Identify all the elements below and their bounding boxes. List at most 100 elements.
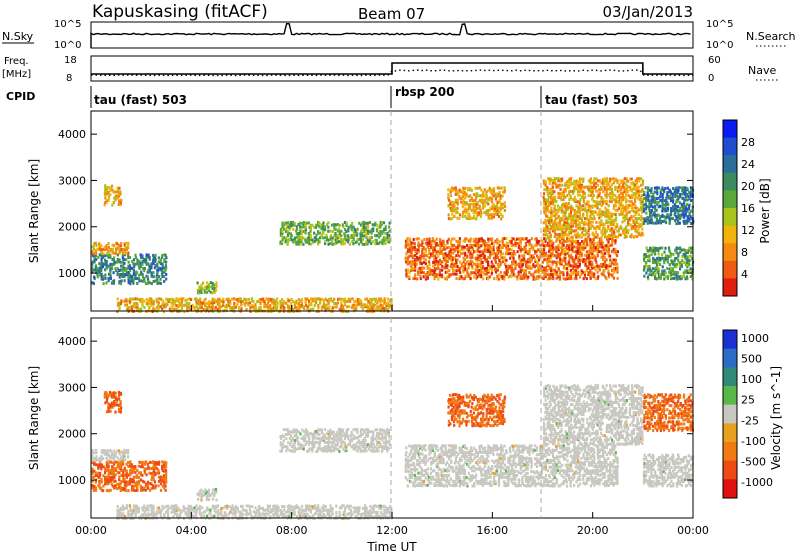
heatmap-cell [138, 479, 141, 483]
colorbar-swatch [723, 225, 737, 244]
heatmap-cell [638, 216, 641, 220]
heatmap-cell [141, 473, 144, 477]
heatmap-cell [560, 210, 563, 214]
heatmap-cell [456, 265, 459, 268]
heatmap-cell [589, 273, 592, 277]
heatmap-cell [657, 271, 660, 275]
heatmap-cell [549, 273, 552, 277]
heatmap-cell [668, 270, 671, 274]
heatmap-cell [661, 201, 664, 205]
heatmap-cell [616, 186, 619, 190]
heatmap-cell [544, 181, 548, 185]
heatmap-cell [138, 266, 141, 270]
heatmap-cell [94, 249, 97, 253]
heatmap-cell [663, 277, 666, 281]
heatmap-cell [160, 255, 164, 259]
heatmap-cell [112, 471, 115, 475]
heatmap-cell [469, 256, 472, 260]
heatmap-cell [611, 237, 614, 241]
heatmap-cell [665, 202, 668, 206]
heatmap-cell [114, 398, 117, 401]
heatmap-cell [566, 186, 569, 190]
heatmap-cell [196, 281, 199, 285]
heatmap-cell [467, 208, 470, 212]
heatmap-cell [469, 237, 472, 241]
heatmap-cell [500, 217, 503, 221]
heatmap-cell [150, 478, 153, 482]
heatmap-cell [548, 227, 551, 231]
heatmap-cell [593, 241, 596, 245]
heatmap-cell [95, 251, 98, 255]
heatmap-cell [227, 299, 230, 303]
heatmap-cell [580, 248, 583, 252]
heatmap-cell [681, 189, 684, 192]
heatmap-cell [322, 303, 325, 307]
heatmap-cell [475, 266, 478, 270]
heatmap-cell [454, 207, 457, 211]
heatmap-cell [565, 183, 568, 187]
heatmap-cell [573, 239, 576, 243]
heatmap-cell [560, 227, 563, 231]
heatmap-cell [575, 266, 578, 270]
heatmap-cell [496, 268, 499, 272]
heatmap-cell [646, 221, 649, 225]
heatmap-cell [552, 189, 555, 193]
heatmap-cell [529, 260, 532, 264]
heatmap-cell [175, 297, 178, 301]
heatmap-cell [589, 220, 592, 224]
heatmap-cell [370, 242, 373, 245]
heatmap-cell [629, 235, 632, 238]
heatmap-cell [125, 298, 128, 301]
heatmap-cell [607, 272, 611, 276]
heatmap-cell [559, 227, 562, 231]
heatmap-cell [522, 272, 526, 276]
heatmap-cell [480, 273, 483, 277]
heatmap-cell [503, 277, 506, 281]
heatmap-cell [573, 221, 576, 225]
heatmap-cell [304, 303, 308, 307]
heatmap-cell [632, 220, 635, 224]
heatmap-cell [113, 452, 116, 456]
heatmap-cell [472, 211, 475, 214]
heatmap-cell [157, 484, 160, 488]
heatmap-cell [240, 300, 243, 304]
heatmap-cell [690, 270, 693, 274]
heatmap-cell [354, 299, 357, 303]
heatmap-cell [313, 231, 316, 235]
heatmap-cell [183, 304, 186, 307]
heatmap-cell [574, 182, 577, 185]
heatmap-cell [346, 305, 349, 309]
heatmap-cell [439, 275, 442, 279]
heatmap-cell [612, 181, 615, 185]
heatmap-cell [600, 187, 603, 191]
heatmap-cell [600, 212, 603, 216]
heatmap-cell [118, 260, 121, 264]
heatmap-cell [380, 240, 383, 244]
heatmap-cell [615, 266, 618, 270]
heatmap-cell [548, 237, 551, 241]
heatmap-cell [157, 266, 160, 270]
heatmap-cell [630, 227, 633, 231]
heatmap-cell [111, 188, 114, 192]
heatmap-cell [586, 265, 589, 269]
heatmap-cell [445, 277, 448, 281]
heatmap-cell [568, 273, 571, 277]
heatmap-cell [207, 289, 210, 292]
heatmap-cell [150, 303, 153, 307]
heatmap-cell [573, 208, 576, 212]
heatmap-cell [408, 247, 411, 251]
heatmap-cell [123, 266, 126, 270]
heatmap-cell [561, 208, 564, 212]
heatmap-cell [559, 216, 562, 220]
heatmap-cell [320, 226, 324, 229]
heatmap-cell [164, 488, 167, 492]
heatmap-cell [474, 207, 477, 210]
heatmap-cell [480, 266, 483, 270]
heatmap-cell [150, 262, 153, 266]
heatmap-cell [474, 202, 478, 206]
heatmap-cell [109, 275, 112, 279]
heatmap-cell [661, 186, 664, 190]
heatmap-cell [528, 243, 531, 247]
heatmap-cell [562, 198, 565, 201]
heatmap-cell [512, 253, 515, 257]
